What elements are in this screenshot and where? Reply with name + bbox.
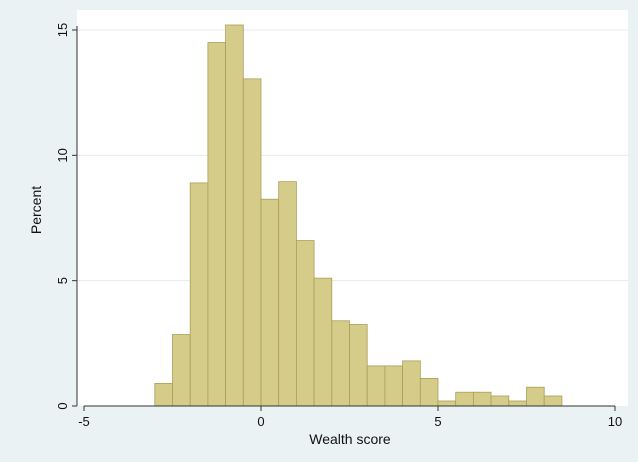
y-axis-title: Percent bbox=[28, 186, 44, 234]
histogram-bar bbox=[508, 400, 527, 407]
y-tick-label: 10 bbox=[55, 148, 70, 162]
histogram-bar bbox=[543, 395, 563, 407]
histogram-bar bbox=[260, 198, 280, 407]
histogram-bar bbox=[472, 391, 492, 407]
histogram-bar bbox=[490, 395, 510, 407]
histogram-bar bbox=[295, 240, 315, 407]
y-tick-label: 15 bbox=[55, 23, 70, 37]
histogram-bar bbox=[172, 334, 191, 407]
y-tick-label: 0 bbox=[55, 402, 70, 409]
bars bbox=[154, 24, 563, 407]
histogram-bar bbox=[207, 42, 226, 407]
histogram-bar bbox=[366, 365, 386, 407]
x-tick-label: 0 bbox=[257, 414, 264, 429]
histogram-bar bbox=[437, 400, 457, 407]
histogram-bar bbox=[331, 320, 350, 407]
x-tick-label: 5 bbox=[434, 414, 441, 429]
histogram-bar bbox=[402, 360, 421, 407]
histogram-bar bbox=[278, 181, 297, 407]
axes bbox=[72, 26, 616, 411]
x-axis-title: Wealth score bbox=[309, 431, 391, 447]
histogram-bar bbox=[313, 277, 333, 407]
gridlines bbox=[77, 29, 628, 282]
y-tick-label: 5 bbox=[55, 277, 70, 284]
histogram-bar bbox=[384, 365, 403, 407]
x-tick-label: -5 bbox=[78, 414, 90, 429]
histogram-bar bbox=[242, 78, 262, 407]
x-tick-label: 10 bbox=[608, 414, 622, 429]
histogram-bar bbox=[419, 378, 439, 407]
histogram-bar bbox=[225, 24, 244, 407]
tick-labels: 0 5 10 15 -5 0 5 10 bbox=[55, 23, 622, 429]
histogram-bar bbox=[349, 324, 368, 407]
histogram-bar bbox=[189, 182, 209, 407]
histogram-bar bbox=[154, 383, 173, 407]
histogram-bar bbox=[455, 391, 474, 407]
histogram-bar bbox=[526, 386, 545, 407]
